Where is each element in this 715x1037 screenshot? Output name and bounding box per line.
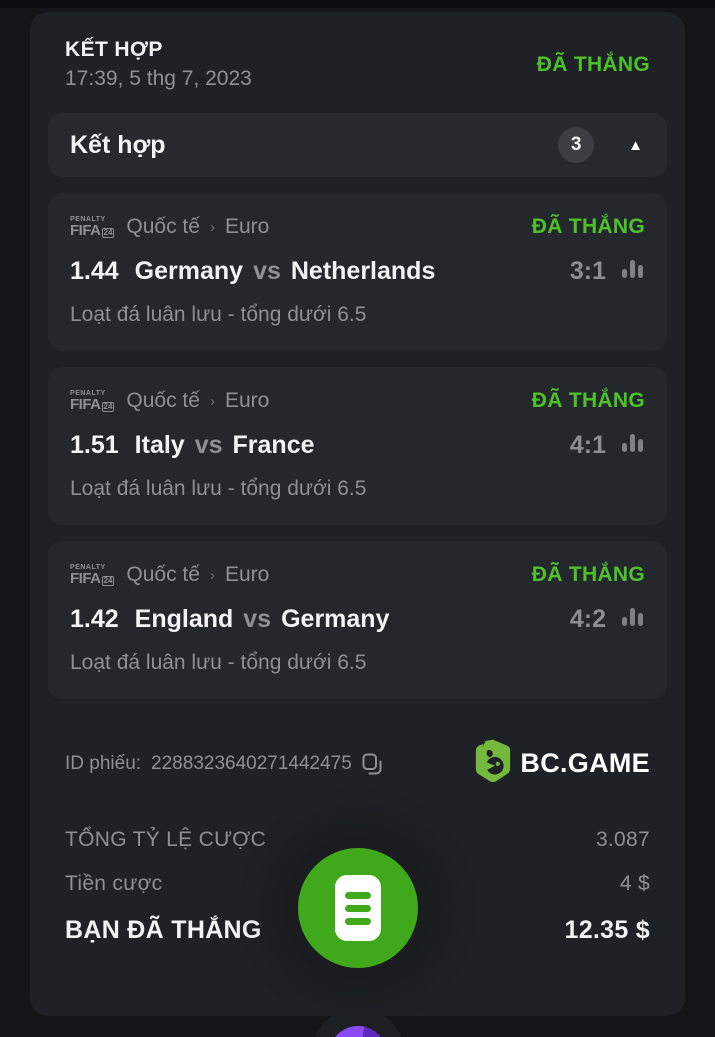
fifa-year: 24 [101, 228, 115, 238]
bet-main-row: 1.42 England vs Germany 4:2 [70, 604, 645, 634]
bet-market: Loạt đá luân lưu - tổng dưới 6.5 [70, 477, 367, 500]
fifa-penalty-icon: PENALTY FIFA 24 [70, 564, 115, 587]
slip-header-text: KẾT HỢP 17:39, 5 thg 7, 2023 [65, 38, 252, 91]
fifa-year: 24 [101, 576, 115, 586]
breadcrumb-separator-icon: › [209, 218, 215, 236]
bet-status-badge: ĐÃ THẮNG [531, 563, 645, 586]
bet-card: PENALTY FIFA 24 Quốc tế › Euro ĐÃ THẮNG 1… [48, 193, 667, 351]
bet-main-row: 1.51 Italy vs France 4:1 [70, 430, 645, 460]
slip-type-title: KẾT HỢP [65, 38, 163, 61]
breadcrumb-category: Quốc tế [126, 563, 200, 586]
breadcrumb-separator-icon: › [209, 392, 215, 410]
breadcrumb-separator-icon: › [209, 566, 215, 584]
bet-odds: 1.51 [70, 430, 119, 459]
bet-id-value: 2288323640271442475 [151, 752, 352, 774]
stake-row: Tiền cược 4 $ [65, 862, 650, 906]
fifa-text: FIFA [70, 222, 101, 239]
bar-chart-icon[interactable] [620, 256, 645, 286]
match-score: 3:1 [569, 256, 606, 285]
home-team: Italy [134, 430, 185, 459]
fifa-penalty-label: PENALTY [70, 216, 106, 223]
fifa-penalty-icon: PENALTY FIFA 24 [70, 216, 115, 239]
bet-top-row: PENALTY FIFA 24 Quốc tế › Euro ĐÃ THẮNG [70, 563, 645, 587]
breadcrumb-category: Quốc tế [126, 215, 200, 238]
fifa-logo-text: FIFA 24 [70, 222, 115, 239]
slip-timestamp: 17:39, 5 thg 7, 2023 [65, 67, 252, 90]
selection-count-badge: 3 [558, 127, 595, 163]
slip-header: KẾT HỢP 17:39, 5 thg 7, 2023 ĐÃ THẮNG [30, 12, 685, 91]
bet-top-row: PENALTY FIFA 24 Quốc tế › Euro ĐÃ THẮNG [70, 389, 645, 413]
copy-icon[interactable] [362, 753, 382, 775]
match-score: 4:1 [569, 430, 606, 459]
bet-main-row: 1.44 Germany vs Netherlands 3:1 [70, 256, 645, 286]
fifa-penalty-label: PENALTY [70, 390, 106, 397]
breadcrumb-league: Euro [224, 389, 270, 412]
breadcrumb-league: Euro [224, 563, 270, 586]
bet-odds: 1.42 [70, 604, 119, 633]
fifa-penalty-icon: PENALTY FIFA 24 [70, 390, 115, 413]
vs-label: vs [253, 256, 281, 285]
home-team: Germany [134, 256, 244, 285]
bet-id-label: ID phiếu: [65, 752, 142, 774]
slip-footer: ID phiếu: 2288323640271442475 BC.GAME [65, 739, 650, 788]
bet-slip-button[interactable] [298, 848, 418, 968]
combo-collapse-row[interactable]: Kết hợp 3 ▲ [48, 113, 667, 177]
winnings-value: 12.35 $ [564, 916, 650, 944]
fifa-penalty-label: PENALTY [70, 564, 106, 571]
fifa-text: FIFA [70, 396, 101, 413]
breadcrumb: Quốc tế › Euro [126, 563, 269, 587]
chevron-up-icon: ▲ [628, 136, 643, 154]
fifa-logo-text: FIFA 24 [70, 396, 115, 413]
bet-slip-card: KẾT HỢP 17:39, 5 thg 7, 2023 ĐÃ THẮNG Kế… [30, 12, 685, 1016]
match-score: 4:2 [569, 604, 606, 633]
breadcrumb: Quốc tế › Euro [126, 215, 269, 239]
bet-odds: 1.44 [70, 256, 119, 285]
bet-slip-icon [335, 875, 381, 941]
bet-market: Loạt đá luân lưu - tổng dưới 6.5 [70, 303, 367, 326]
combo-label: Kết hợp [70, 130, 166, 159]
bet-card: PENALTY FIFA 24 Quốc tế › Euro ĐÃ THẮNG 1… [48, 367, 667, 525]
bet-top-row: PENALTY FIFA 24 Quốc tế › Euro ĐÃ THẮNG [70, 215, 645, 239]
fifa-logo-text: FIFA 24 [70, 570, 115, 587]
away-team: Germany [281, 604, 390, 633]
fifa-year: 24 [101, 402, 115, 412]
breadcrumb-league: Euro [224, 215, 270, 238]
bottom-fab-button[interactable] [329, 1026, 387, 1037]
bet-status-badge: ĐÃ THẮNG [531, 389, 645, 412]
bet-card: PENALTY FIFA 24 Quốc tế › Euro ĐÃ THẮNG 1… [48, 541, 667, 699]
breadcrumb-category: Quốc tế [126, 389, 200, 412]
slip-status-badge: ĐÃ THẮNG [536, 52, 650, 76]
fifa-text: FIFA [70, 570, 101, 587]
bar-chart-icon[interactable] [620, 604, 645, 634]
winnings-row: BẠN ĐÃ THẮNG 12.35 $ [65, 906, 650, 955]
total-odds-label: TỔNG TỶ LỆ CƯỢC [65, 828, 267, 851]
stake-label: Tiền cược [65, 872, 163, 895]
away-team: Netherlands [290, 256, 436, 285]
winnings-label: BẠN ĐÃ THẮNG [65, 916, 262, 944]
stake-value: 4 $ [619, 872, 650, 895]
breadcrumb: Quốc tế › Euro [126, 389, 269, 413]
summary-section: TỔNG TỶ LỆ CƯỢC 3.087 Tiền cược 4 $ BẠN … [65, 818, 650, 955]
vs-label: vs [243, 604, 272, 633]
brand-logo: BC.GAME [474, 739, 650, 788]
total-odds-value: 3.087 [595, 828, 650, 851]
bet-list: PENALTY FIFA 24 Quốc tế › Euro ĐÃ THẮNG 1… [48, 193, 667, 699]
bet-market: Loạt đá luân lưu - tổng dưới 6.5 [70, 651, 367, 674]
away-team: France [232, 430, 315, 459]
total-odds-row: TỔNG TỶ LỆ CƯỢC 3.087 [65, 818, 650, 862]
home-team: England [134, 604, 234, 633]
brand-name: BC.GAME [520, 748, 650, 778]
bar-chart-icon[interactable] [620, 430, 645, 460]
vs-label: vs [194, 430, 223, 459]
status-bar-strip [0, 0, 715, 8]
bet-id-row: ID phiếu: 2288323640271442475 [65, 753, 382, 775]
bc-game-logo-icon [474, 739, 512, 788]
bet-status-badge: ĐÃ THẮNG [531, 215, 645, 238]
